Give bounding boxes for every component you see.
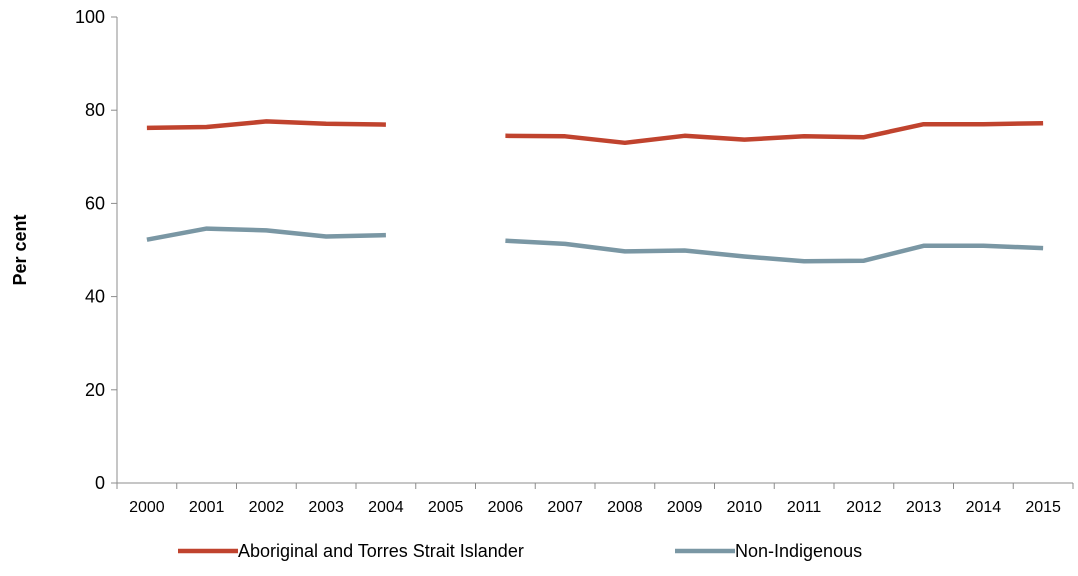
x-tick-label: 2006 [488, 499, 524, 516]
x-tick-label: 2000 [129, 499, 165, 516]
series-lines [147, 121, 1043, 261]
series-1 [147, 121, 1043, 143]
y-tick-label: 40 [85, 287, 105, 307]
x-tick-label: 2011 [787, 499, 822, 516]
y-tick-label: 60 [85, 193, 105, 213]
x-tick-label: 2012 [846, 499, 882, 516]
series-2 [147, 228, 1043, 261]
x-tick-label: 2014 [966, 499, 1002, 516]
y-tick-label: 100 [75, 7, 105, 27]
x-tick-label: 2003 [308, 499, 344, 516]
x-tick-label: 2013 [906, 499, 942, 516]
legend-label: Non-Indigenous [735, 541, 862, 561]
y-tick-label: 20 [85, 380, 105, 400]
x-tick-label: 2015 [1025, 499, 1061, 516]
series-line [147, 121, 1043, 142]
series-line [147, 229, 1043, 262]
x-tick-label: 2002 [249, 499, 285, 516]
y-axis-label: Per cent [10, 214, 30, 285]
x-tick-label: 2009 [667, 499, 703, 516]
x-tick-label: 2001 [189, 499, 225, 516]
x-tick-label: 2010 [727, 499, 763, 516]
x-tick-label: 2005 [428, 499, 464, 516]
legend: Aboriginal and Torres Strait Islander Non… [178, 541, 862, 561]
x-ticks: 2000 2001 2002 2003 2004 2005 2006 2007 2008 2009… [117, 483, 1073, 516]
x-tick-label: 2008 [607, 499, 643, 516]
y-tick-label: 0 [95, 473, 105, 493]
y-ticks: 0 20 40 60 80 100 [75, 7, 117, 493]
x-tick-label: 2007 [547, 499, 583, 516]
legend-label: Aboriginal and Torres Strait Islander [238, 541, 524, 561]
x-tick-label: 2004 [368, 499, 404, 516]
axes [117, 17, 1073, 483]
y-tick-label: 80 [85, 100, 105, 120]
